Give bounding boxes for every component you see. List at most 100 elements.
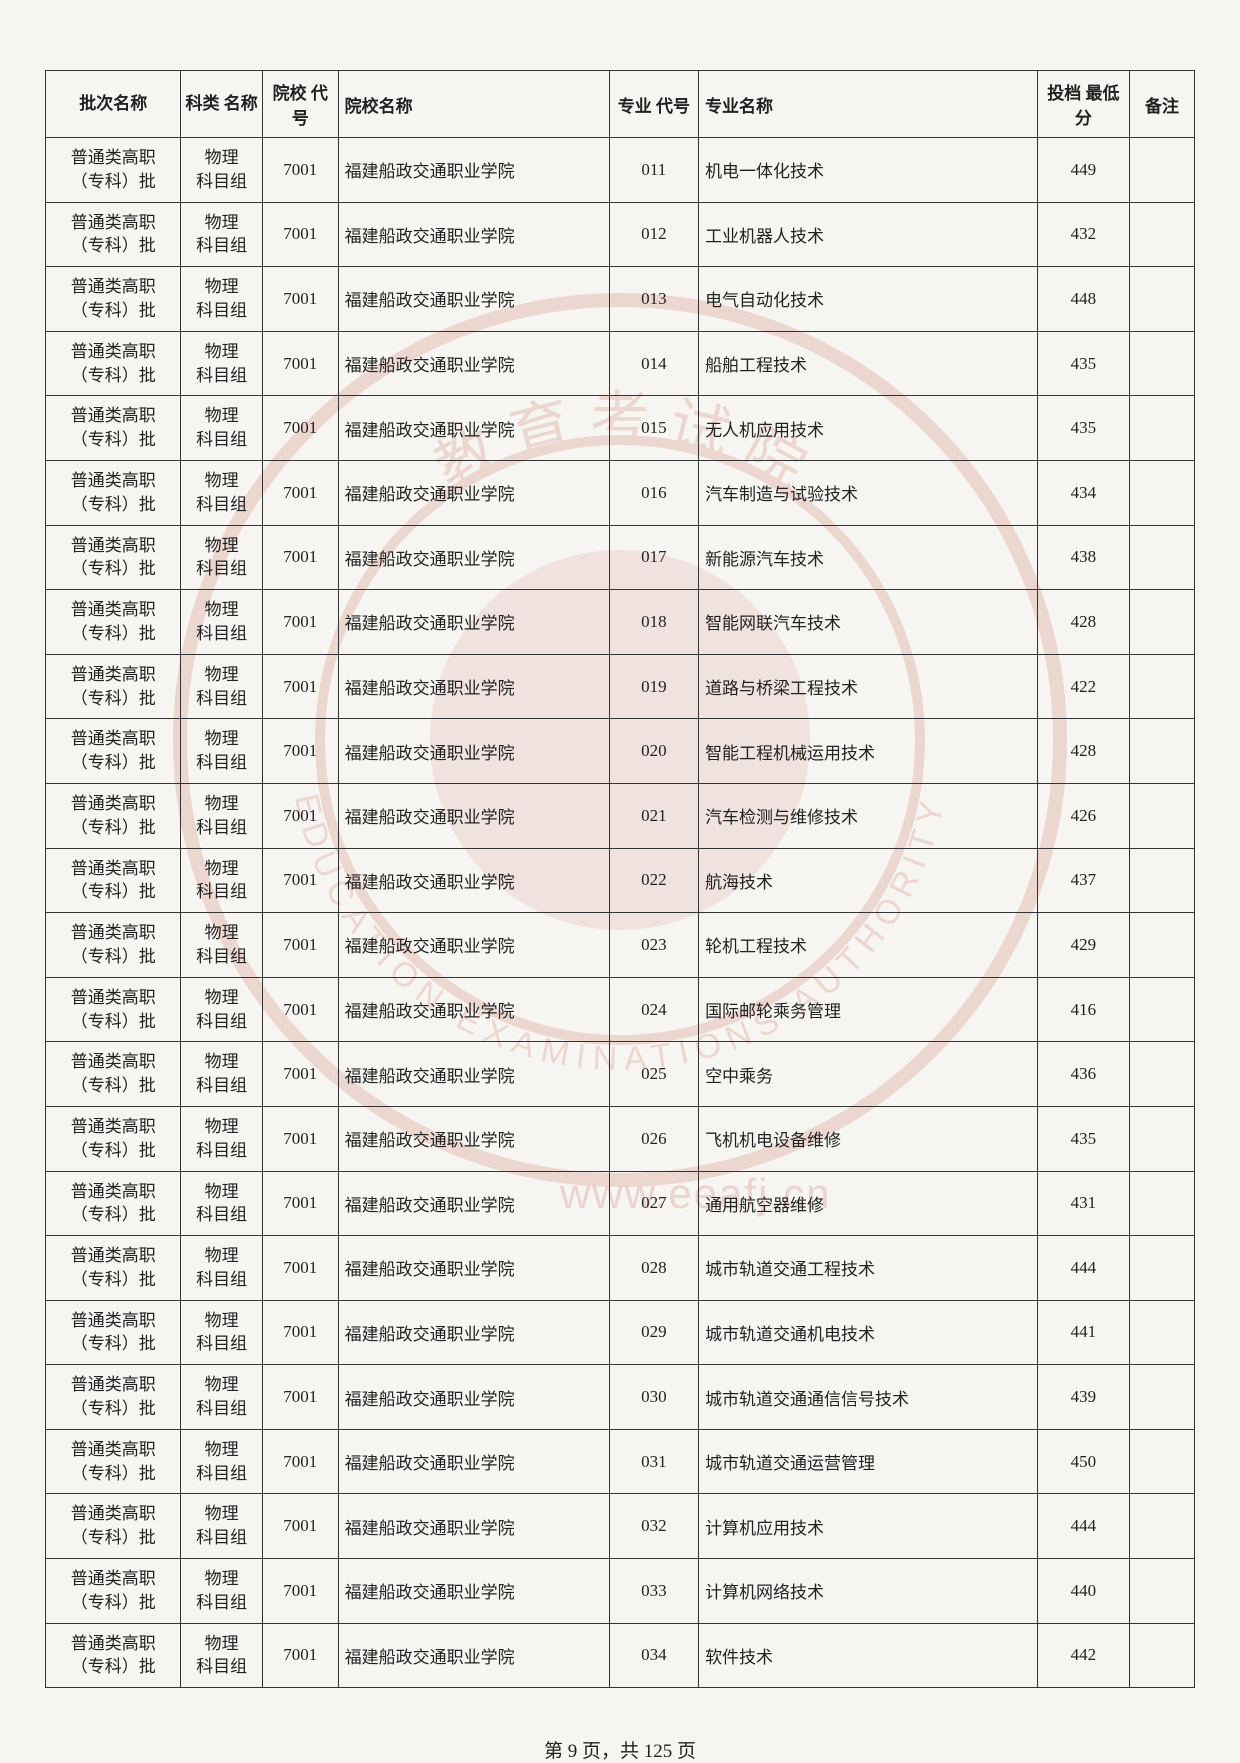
cell-schoolname: 福建船政交通职业学院 — [338, 1171, 609, 1236]
cell-majorcode: 030 — [609, 1365, 698, 1430]
cell-schoolname: 福建船政交通职业学院 — [338, 719, 609, 784]
table-row: 普通类高职（专科）批物理科目组7001福建船政交通职业学院012工业机器人技术4… — [46, 202, 1195, 267]
cell-majorname: 城市轨道交通运营管理 — [699, 1429, 1038, 1494]
cell-majorname: 工业机器人技术 — [699, 202, 1038, 267]
cell-schoolcode: 7001 — [262, 1559, 338, 1624]
table-row: 普通类高职（专科）批物理科目组7001福建船政交通职业学院026飞机机电设备维修… — [46, 1106, 1195, 1171]
cell-score: 438 — [1037, 525, 1129, 590]
table-row: 普通类高职（专科）批物理科目组7001福建船政交通职业学院027通用航空器维修4… — [46, 1171, 1195, 1236]
cell-category: 物理科目组 — [181, 1494, 262, 1559]
cell-batch: 普通类高职（专科）批 — [46, 1106, 181, 1171]
table-row: 普通类高职（专科）批物理科目组7001福建船政交通职业学院014船舶工程技术43… — [46, 331, 1195, 396]
cell-remark — [1129, 331, 1194, 396]
cell-schoolname: 福建船政交通职业学院 — [338, 1623, 609, 1688]
table-row: 普通类高职（专科）批物理科目组7001福建船政交通职业学院019道路与桥梁工程技… — [46, 654, 1195, 719]
cell-category: 物理科目组 — [181, 1429, 262, 1494]
cell-score: 450 — [1037, 1429, 1129, 1494]
cell-remark — [1129, 977, 1194, 1042]
cell-category: 物理科目组 — [181, 1171, 262, 1236]
cell-majorcode: 024 — [609, 977, 698, 1042]
cell-schoolname: 福建船政交通职业学院 — [338, 1365, 609, 1430]
page-indicator: 第 9 页，共 125 页 — [45, 1736, 1195, 1763]
cell-schoolcode: 7001 — [262, 396, 338, 461]
cell-majorname: 城市轨道交通工程技术 — [699, 1236, 1038, 1301]
cell-score: 435 — [1037, 331, 1129, 396]
cell-remark — [1129, 848, 1194, 913]
cell-batch: 普通类高职（专科）批 — [46, 1236, 181, 1301]
cell-batch: 普通类高职（专科）批 — [46, 138, 181, 203]
cell-majorname: 汽车检测与维修技术 — [699, 783, 1038, 848]
cell-schoolname: 福建船政交通职业学院 — [338, 525, 609, 590]
cell-score: 440 — [1037, 1559, 1129, 1624]
cell-schoolname: 福建船政交通职业学院 — [338, 1236, 609, 1301]
cell-majorname: 城市轨道交通机电技术 — [699, 1300, 1038, 1365]
table-row: 普通类高职（专科）批物理科目组7001福建船政交通职业学院024国际邮轮乘务管理… — [46, 977, 1195, 1042]
cell-remark — [1129, 783, 1194, 848]
table-row: 普通类高职（专科）批物理科目组7001福建船政交通职业学院011机电一体化技术4… — [46, 138, 1195, 203]
cell-score: 422 — [1037, 654, 1129, 719]
cell-batch: 普通类高职（专科）批 — [46, 719, 181, 784]
cell-majorname: 轮机工程技术 — [699, 913, 1038, 978]
cell-batch: 普通类高职（专科）批 — [46, 1494, 181, 1559]
cell-majorcode: 019 — [609, 654, 698, 719]
cell-batch: 普通类高职（专科）批 — [46, 654, 181, 719]
table-row: 普通类高职（专科）批物理科目组7001福建船政交通职业学院023轮机工程技术42… — [46, 913, 1195, 978]
cell-majorcode: 027 — [609, 1171, 698, 1236]
cell-score: 426 — [1037, 783, 1129, 848]
cell-majorcode: 021 — [609, 783, 698, 848]
cell-batch: 普通类高职（专科）批 — [46, 783, 181, 848]
cell-category: 物理科目组 — [181, 1559, 262, 1624]
header-majorcode: 专业 代号 — [609, 71, 698, 138]
cell-category: 物理科目组 — [181, 1236, 262, 1301]
cell-score: 439 — [1037, 1365, 1129, 1430]
cell-majorname: 汽车制造与试验技术 — [699, 460, 1038, 525]
cell-category: 物理科目组 — [181, 525, 262, 590]
cell-schoolname: 福建船政交通职业学院 — [338, 977, 609, 1042]
cell-schoolcode: 7001 — [262, 138, 338, 203]
cell-schoolname: 福建船政交通职业学院 — [338, 1106, 609, 1171]
cell-schoolcode: 7001 — [262, 1429, 338, 1494]
cell-batch: 普通类高职（专科）批 — [46, 1429, 181, 1494]
cell-schoolname: 福建船政交通职业学院 — [338, 1042, 609, 1107]
cell-majorname: 城市轨道交通通信信号技术 — [699, 1365, 1038, 1430]
cell-schoolcode: 7001 — [262, 1171, 338, 1236]
table-row: 普通类高职（专科）批物理科目组7001福建船政交通职业学院028城市轨道交通工程… — [46, 1236, 1195, 1301]
cell-majorname: 飞机机电设备维修 — [699, 1106, 1038, 1171]
cell-score: 444 — [1037, 1236, 1129, 1301]
cell-majorcode: 014 — [609, 331, 698, 396]
cell-remark — [1129, 525, 1194, 590]
cell-schoolcode: 7001 — [262, 1106, 338, 1171]
header-category: 科类 名称 — [181, 71, 262, 138]
cell-score: 428 — [1037, 719, 1129, 784]
cell-category: 物理科目组 — [181, 977, 262, 1042]
cell-category: 物理科目组 — [181, 1106, 262, 1171]
cell-schoolname: 福建船政交通职业学院 — [338, 460, 609, 525]
cell-schoolcode: 7001 — [262, 1300, 338, 1365]
table-row: 普通类高职（专科）批物理科目组7001福建船政交通职业学院021汽车检测与维修技… — [46, 783, 1195, 848]
cell-majorcode: 016 — [609, 460, 698, 525]
cell-category: 物理科目组 — [181, 202, 262, 267]
cell-remark — [1129, 1106, 1194, 1171]
cell-remark — [1129, 1559, 1194, 1624]
cell-remark — [1129, 396, 1194, 461]
cell-majorcode: 012 — [609, 202, 698, 267]
cell-majorname: 电气自动化技术 — [699, 267, 1038, 332]
cell-majorcode: 018 — [609, 590, 698, 655]
cell-remark — [1129, 1365, 1194, 1430]
cell-category: 物理科目组 — [181, 331, 262, 396]
cell-schoolcode: 7001 — [262, 1042, 338, 1107]
cell-schoolname: 福建船政交通职业学院 — [338, 1559, 609, 1624]
table-row: 普通类高职（专科）批物理科目组7001福建船政交通职业学院013电气自动化技术4… — [46, 267, 1195, 332]
header-schoolname: 院校名称 — [338, 71, 609, 138]
cell-majorcode: 025 — [609, 1042, 698, 1107]
cell-score: 436 — [1037, 1042, 1129, 1107]
table-row: 普通类高职（专科）批物理科目组7001福建船政交通职业学院016汽车制造与试验技… — [46, 460, 1195, 525]
cell-majorcode: 017 — [609, 525, 698, 590]
cell-remark — [1129, 202, 1194, 267]
cell-majorcode: 013 — [609, 267, 698, 332]
cell-majorcode: 023 — [609, 913, 698, 978]
cell-category: 物理科目组 — [181, 848, 262, 913]
cell-category: 物理科目组 — [181, 913, 262, 978]
cell-batch: 普通类高职（专科）批 — [46, 1300, 181, 1365]
cell-majorcode: 020 — [609, 719, 698, 784]
